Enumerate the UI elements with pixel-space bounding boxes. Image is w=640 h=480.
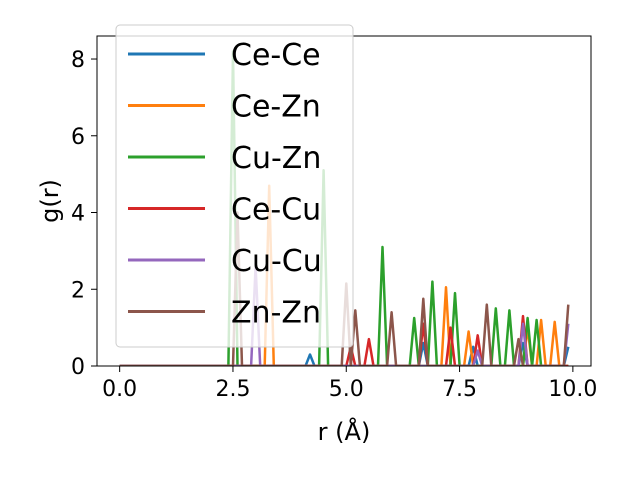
legend-label-ce-ce: Ce-Ce	[231, 38, 321, 73]
y-axis-ticks: 0 2 4 6 8	[71, 48, 97, 380]
x-tick-label: 2.5	[215, 377, 250, 402]
legend-label-ce-cu: Ce-Cu	[231, 193, 321, 228]
y-tick-label: 2	[71, 278, 85, 303]
legend-label-cu-cu: Cu-Cu	[231, 244, 322, 279]
y-tick-label: 0	[71, 355, 85, 380]
series-line-cu-zn	[119, 50, 569, 366]
x-axis-ticks: 0.0 2.5 5.0 7.5 10.0	[102, 366, 597, 402]
x-tick-label: 5.0	[329, 377, 364, 402]
y-tick-label: 8	[71, 48, 85, 73]
legend-label-zn-zn: Zn-Zn	[231, 296, 321, 331]
y-tick-label: 4	[71, 202, 85, 227]
y-tick-label: 6	[71, 125, 85, 150]
legend: Ce-Ce Ce-Zn Cu-Zn Ce-Cu Cu-Cu Zn-Zn	[115, 24, 354, 348]
x-tick-label: 7.5	[442, 377, 477, 402]
x-tick-label: 0.0	[102, 377, 137, 402]
legend-label-cu-zn: Cu-Zn	[231, 141, 321, 176]
legend-label-ce-zn: Ce-Zn	[231, 90, 321, 125]
y-axis-label: g(r)	[36, 179, 64, 223]
x-tick-label: 10.0	[548, 377, 597, 402]
x-axis-label: r (Å)	[318, 417, 371, 446]
